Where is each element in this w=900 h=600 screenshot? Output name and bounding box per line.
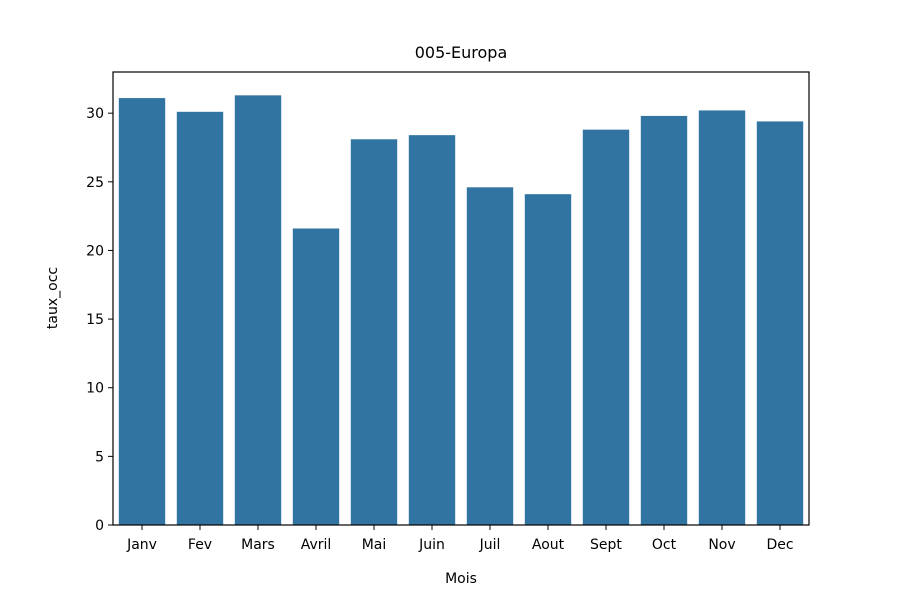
y-tick-label: 15 [86, 312, 104, 328]
x-tick-label: Avril [301, 537, 332, 553]
y-axis: 0 5 10 15 20 25 30 [86, 106, 113, 534]
y-tick-label: 5 [95, 449, 104, 465]
y-axis-label: taux_occ [45, 267, 61, 329]
x-axis-label: Mois [445, 571, 477, 587]
plot-frame [112, 71, 810, 526]
bar-sept [582, 129, 630, 525]
bar-dec [756, 121, 804, 525]
x-tick-label: Mars [241, 537, 275, 553]
chart-title: 005-Europa [415, 43, 508, 62]
bar-juin [408, 135, 456, 526]
bar-mars [234, 95, 282, 525]
y-tick-label: 0 [95, 518, 104, 534]
x-tick-label: Fev [188, 537, 212, 553]
bar-mai [350, 139, 398, 525]
x-tick-label: Aout [532, 537, 565, 553]
bar-avril [292, 228, 340, 525]
bar-janv [118, 98, 166, 525]
x-axis: Janv Fev Mars Avril Mai Juin Juil Aout Sept Oct No… [126, 525, 794, 553]
x-tick-label: Sept [590, 537, 622, 553]
bars-group [118, 95, 804, 526]
x-tick-label: Oct [652, 537, 677, 553]
y-tick-label: 30 [86, 106, 104, 122]
y-tick-label: 20 [86, 243, 104, 259]
x-tick-label: Juil [479, 537, 501, 553]
y-tick-label: 10 [86, 381, 104, 397]
x-tick-label: Nov [708, 537, 735, 553]
x-tick-label: Dec [766, 537, 793, 553]
bar-nov [698, 110, 746, 525]
x-tick-label: Janv [126, 537, 157, 553]
bar-juil [466, 187, 514, 526]
x-tick-label: Juin [418, 537, 445, 553]
bar-oct [640, 115, 688, 525]
bar-aout [524, 194, 572, 525]
y-tick-label: 25 [86, 175, 104, 191]
x-tick-label: Mai [362, 537, 387, 553]
bar-fev [176, 111, 224, 526]
